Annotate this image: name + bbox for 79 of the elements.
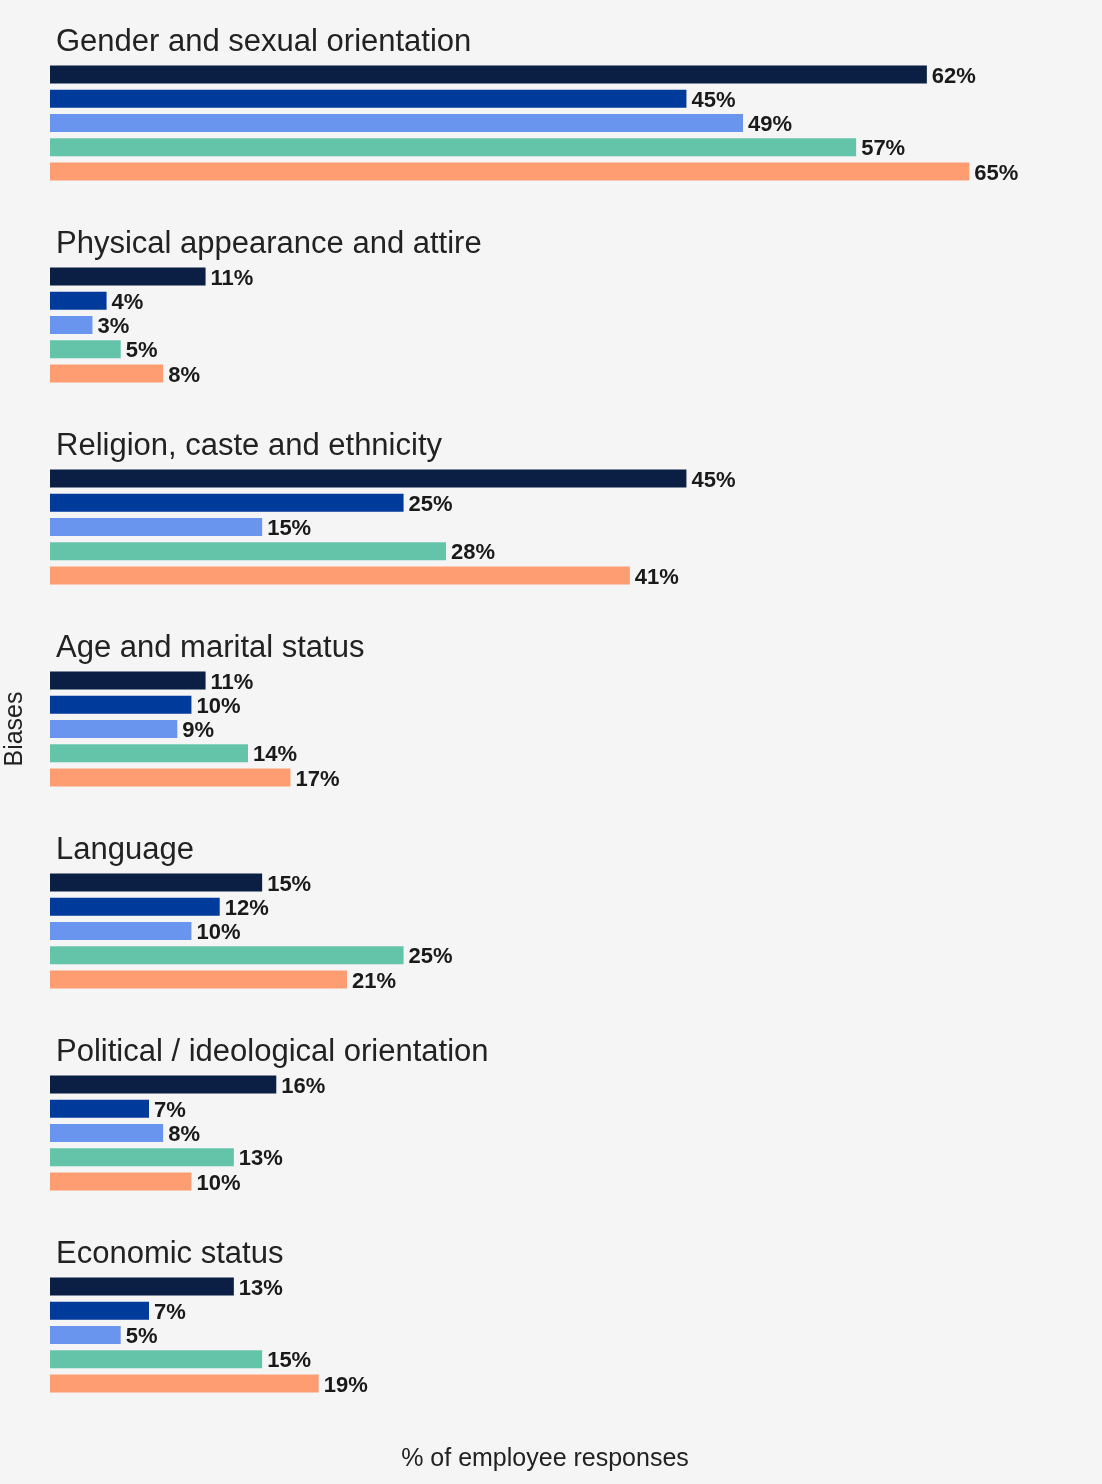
data-label: 10% bbox=[196, 919, 241, 945]
y-tick-label: Economic status bbox=[56, 1234, 284, 1270]
data-label: 16% bbox=[281, 1072, 326, 1098]
data-label: 57% bbox=[861, 135, 906, 161]
bar bbox=[50, 946, 404, 965]
bar bbox=[50, 1277, 234, 1296]
data-label: 15% bbox=[267, 515, 312, 541]
bar bbox=[50, 542, 446, 561]
data-label: 17% bbox=[295, 765, 340, 791]
bar bbox=[50, 922, 192, 940]
bar bbox=[50, 671, 206, 690]
bar bbox=[50, 744, 248, 763]
bar bbox=[50, 1124, 164, 1142]
data-label: 65% bbox=[974, 159, 1019, 185]
bar bbox=[50, 695, 192, 714]
bar bbox=[50, 291, 107, 310]
bar bbox=[50, 873, 263, 892]
data-label: 28% bbox=[451, 539, 496, 565]
data-label: 21% bbox=[352, 967, 397, 993]
data-label: 3% bbox=[97, 313, 130, 339]
bar bbox=[50, 65, 927, 84]
data-label: 19% bbox=[323, 1371, 368, 1397]
data-label: 41% bbox=[634, 563, 679, 589]
bar bbox=[50, 138, 857, 157]
bar bbox=[50, 267, 206, 286]
bar bbox=[50, 1326, 121, 1344]
bar bbox=[50, 89, 687, 108]
bar bbox=[50, 768, 291, 787]
bar bbox=[50, 1350, 263, 1369]
bar bbox=[50, 1148, 234, 1167]
bar bbox=[50, 1301, 149, 1320]
data-label: 45% bbox=[691, 466, 736, 492]
bar bbox=[50, 566, 630, 585]
data-label: 4% bbox=[111, 288, 144, 314]
bar bbox=[50, 114, 743, 132]
bar bbox=[50, 1374, 319, 1393]
bar bbox=[50, 364, 164, 383]
bar bbox=[50, 1099, 149, 1118]
bar bbox=[50, 970, 347, 989]
bar bbox=[50, 897, 220, 916]
data-label: 9% bbox=[182, 717, 215, 743]
bar bbox=[50, 720, 178, 738]
data-label: 62% bbox=[931, 62, 976, 88]
data-label: 45% bbox=[691, 86, 736, 112]
bar bbox=[50, 162, 970, 181]
bar bbox=[50, 1172, 192, 1191]
bar bbox=[50, 1075, 277, 1094]
x-axis-title: % of employee responses bbox=[401, 1442, 689, 1471]
bar bbox=[50, 518, 263, 536]
data-label: 7% bbox=[154, 1096, 186, 1122]
data-label: 10% bbox=[196, 1169, 241, 1195]
data-label: 25% bbox=[408, 943, 453, 969]
data-label: 25% bbox=[408, 490, 453, 516]
bar bbox=[50, 469, 687, 488]
data-label: 7% bbox=[154, 1298, 186, 1324]
y-tick-label: Language bbox=[56, 830, 194, 866]
bar bbox=[50, 316, 93, 334]
y-tick-label: Age and marital status bbox=[56, 628, 365, 664]
data-label: 10% bbox=[196, 692, 241, 718]
y-tick-label: Gender and sexual orientation bbox=[56, 22, 472, 58]
data-label: 5% bbox=[125, 1323, 158, 1349]
data-label: 11% bbox=[210, 668, 254, 694]
bar bbox=[50, 340, 121, 359]
y-axis-title: Biases bbox=[0, 691, 27, 767]
data-label: 15% bbox=[267, 1347, 312, 1373]
data-label: 14% bbox=[253, 741, 298, 767]
bar bbox=[50, 493, 404, 512]
data-label: 12% bbox=[224, 894, 269, 920]
y-tick-label: Physical appearance and attire bbox=[56, 224, 482, 260]
data-label: 13% bbox=[238, 1274, 283, 1300]
data-label: 13% bbox=[238, 1145, 283, 1171]
y-tick-label: Political / ideological orientation bbox=[56, 1032, 489, 1068]
data-label: 49% bbox=[748, 111, 793, 137]
data-label: 5% bbox=[125, 337, 158, 363]
data-label: 11% bbox=[210, 264, 254, 290]
y-tick-label: Religion, caste and ethnicity bbox=[56, 426, 443, 462]
data-label: 15% bbox=[267, 870, 312, 896]
data-label: 8% bbox=[168, 1121, 200, 1147]
data-label: 8% bbox=[168, 361, 200, 387]
